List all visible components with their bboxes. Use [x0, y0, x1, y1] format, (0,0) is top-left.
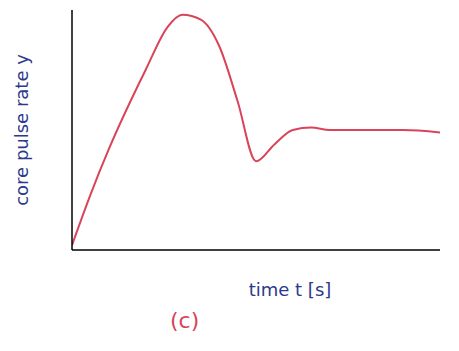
html-text:(c): (c)	[170, 308, 200, 333]
svg-text:time t [s]: time t [s]	[249, 279, 332, 300]
svg-text:core pulse rate y: core pulse rate y	[11, 54, 32, 206]
